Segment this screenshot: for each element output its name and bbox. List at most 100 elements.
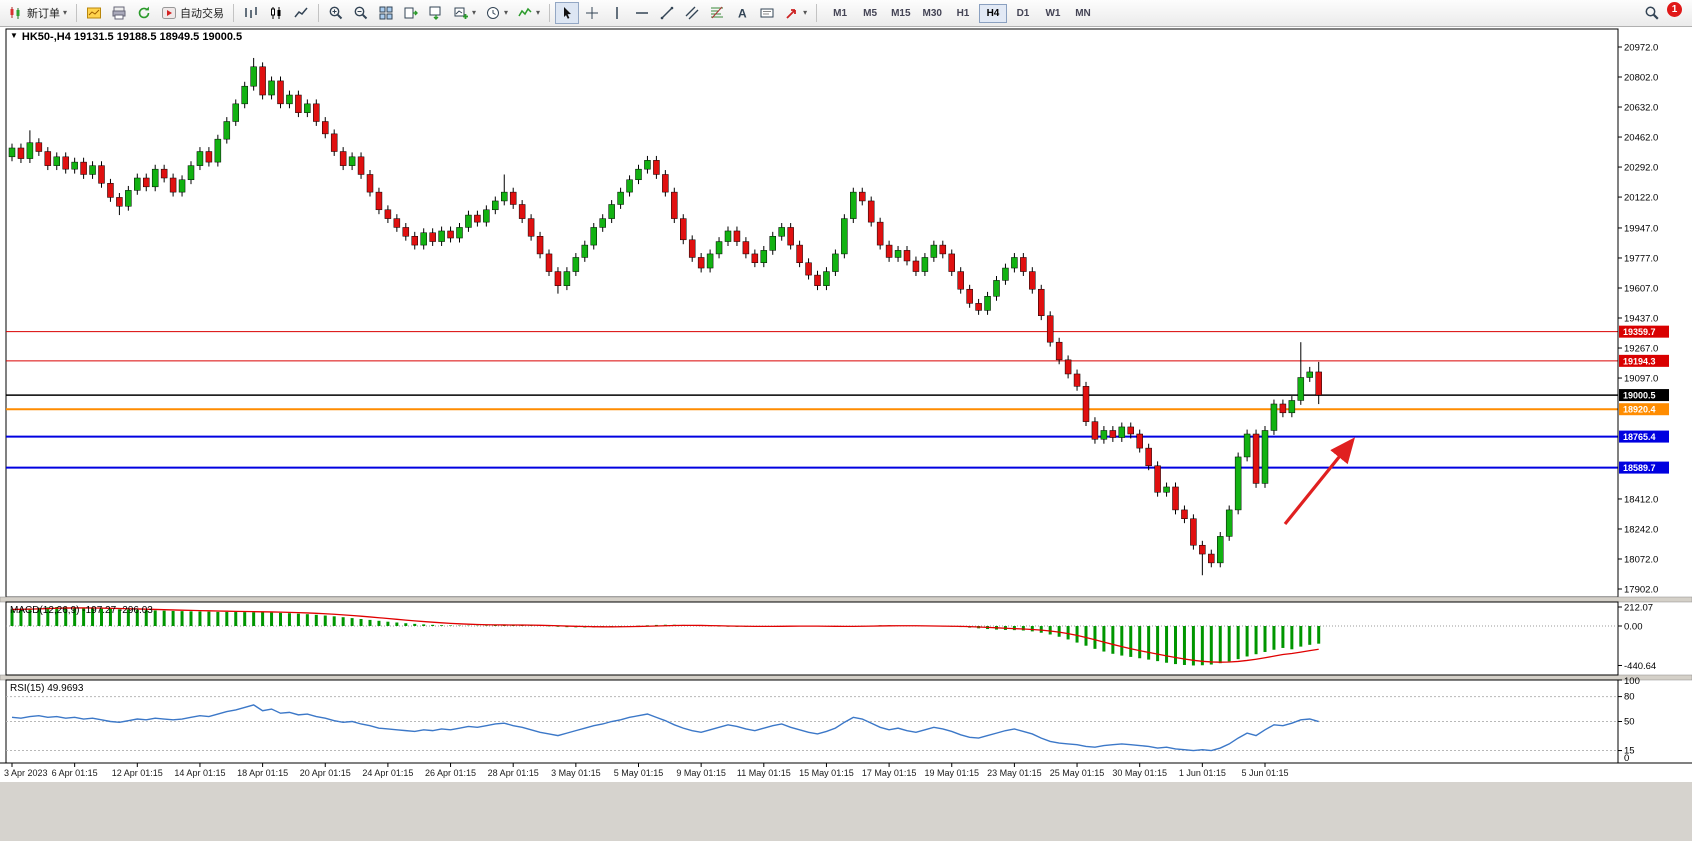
- arrows-tool-button[interactable]: ▾: [780, 2, 811, 24]
- candle: [1073, 373, 1081, 387]
- candle: [554, 271, 562, 286]
- candle: [742, 241, 750, 255]
- charts-button[interactable]: [82, 2, 106, 24]
- timeframe-W1[interactable]: W1: [1045, 7, 1061, 19]
- price-line-label-bg: [1619, 354, 1669, 367]
- timeframe-M30[interactable]: M30: [922, 7, 942, 19]
- shift-end-button[interactable]: [399, 2, 423, 24]
- rsi-label: RSI(15) 49.9693: [10, 683, 84, 694]
- price-tick-label: 20632.0: [1624, 103, 1658, 114]
- candle: [930, 244, 938, 258]
- search-button[interactable]: [1640, 2, 1664, 24]
- candle: [724, 230, 732, 242]
- candle: [1109, 430, 1117, 438]
- rsi-axis-label: 0: [1624, 753, 1629, 764]
- candle: [143, 177, 150, 188]
- text-label-button[interactable]: [755, 2, 779, 24]
- cursor-button[interactable]: [555, 2, 580, 24]
- text-button[interactable]: A: [730, 2, 754, 24]
- rsi-axis-label: 80: [1624, 692, 1635, 703]
- chart-canvas[interactable]: 20972.0 20802.0 20632.0 20462.0 20292.0 20122…: [0, 27, 1692, 841]
- date-label: 25 May 01:15: [1050, 768, 1105, 778]
- date-label: 6 Apr 01:15: [52, 768, 98, 778]
- tile-windows-button[interactable]: [374, 2, 398, 24]
- auto-trading-button[interactable]: 自动交易: [157, 2, 228, 24]
- candle: [250, 66, 257, 87]
- print-button[interactable]: [107, 2, 131, 24]
- clock-icon: [485, 5, 501, 21]
- timeframe-H1[interactable]: H1: [956, 7, 970, 19]
- date-label: 14 Apr 01:15: [174, 768, 225, 778]
- new-chart-button[interactable]: ▾: [449, 2, 480, 24]
- candle: [1118, 426, 1126, 438]
- candle: [1279, 403, 1287, 414]
- candle: [671, 191, 678, 219]
- date-label: 23 May 01:15: [987, 768, 1042, 778]
- notification-badge[interactable]: 1: [1667, 1, 1682, 17]
- fibonacci-button[interactable]: [705, 2, 729, 24]
- timeframe-M5[interactable]: M5: [863, 7, 878, 19]
- price-tick-label: 17902.0: [1624, 585, 1658, 596]
- new-chart-icon: [453, 5, 469, 21]
- candle: [1020, 257, 1027, 272]
- price-tick-label: 18072.0: [1624, 554, 1658, 565]
- candle: [125, 190, 132, 207]
- candle: [1091, 421, 1099, 440]
- toolbar-separator: [816, 4, 818, 22]
- candle: [196, 151, 204, 166]
- candle: [572, 257, 580, 272]
- candle: [268, 80, 275, 96]
- timeframe-D1[interactable]: D1: [1016, 7, 1030, 19]
- date-label: 15 May 01:15: [799, 768, 854, 778]
- candle: [474, 214, 481, 223]
- candle: [214, 138, 222, 163]
- indicators-icon: [517, 5, 533, 21]
- periods-button[interactable]: ▾: [481, 2, 512, 24]
- new-order-button[interactable]: 新订单 ▾: [4, 2, 71, 24]
- macd-signal-line: [11, 607, 1319, 663]
- chart-collapse-icon[interactable]: ▼: [10, 31, 18, 40]
- channel-button[interactable]: [680, 2, 704, 24]
- timeframe-H4[interactable]: H4: [978, 3, 1007, 23]
- price-tick-label: 18412.0: [1624, 494, 1658, 505]
- chart-title: ▼ HK50-,H4 19131.5 19188.5 18949.5 19000.…: [10, 31, 242, 43]
- date-label: 11 May 01:15: [737, 768, 791, 778]
- rsi-axis-label: 100: [1624, 676, 1640, 687]
- candle: [465, 214, 472, 228]
- zoom-out-icon: [353, 5, 369, 21]
- candle: [787, 227, 794, 246]
- horizontal-line-button[interactable]: [630, 2, 654, 24]
- candle: [1252, 433, 1260, 484]
- zoom-in-button[interactable]: [324, 2, 348, 24]
- main-toolbar: 新订单 ▾ 自动交易 ▾ ▾ ▾ A ▾ M1 M5 M15 M30 H1 H4 D1 W1 M…: [0, 0, 1692, 27]
- candle: [1082, 386, 1090, 422]
- candle: [644, 160, 651, 170]
- candlestick-chart-button[interactable]: [264, 2, 288, 24]
- vertical-line-button[interactable]: [605, 2, 629, 24]
- indicators-button[interactable]: ▾: [513, 2, 544, 24]
- auto-trading-label: 自动交易: [180, 8, 225, 20]
- price-line-label-bg: [1619, 430, 1669, 443]
- timeframe-MN[interactable]: MN: [1075, 7, 1091, 19]
- candle: [241, 85, 248, 105]
- refresh-button[interactable]: [132, 2, 156, 24]
- candle: [420, 232, 427, 246]
- crosshair-button[interactable]: [580, 2, 604, 24]
- line-chart-button[interactable]: [289, 2, 313, 24]
- timeframe-M1[interactable]: M1: [833, 7, 848, 19]
- price-tick-label: 19607.0: [1624, 283, 1658, 294]
- timeframe-M15[interactable]: M15: [891, 7, 911, 19]
- crosshair-icon: [584, 5, 600, 21]
- candle: [322, 121, 329, 135]
- candle: [1234, 456, 1242, 511]
- candle: [1011, 257, 1018, 269]
- price-line-label: 18589.7: [1623, 463, 1656, 473]
- zoom-out-button[interactable]: [349, 2, 373, 24]
- trendline-button[interactable]: [655, 2, 679, 24]
- candle: [662, 174, 669, 193]
- price-line-label: 19194.3: [1623, 356, 1656, 366]
- date-label: 3 May 01:15: [551, 768, 601, 778]
- bar-chart-button[interactable]: [239, 2, 263, 24]
- auto-scroll-button[interactable]: [424, 2, 448, 24]
- candlestick-chart-icon: [268, 5, 284, 21]
